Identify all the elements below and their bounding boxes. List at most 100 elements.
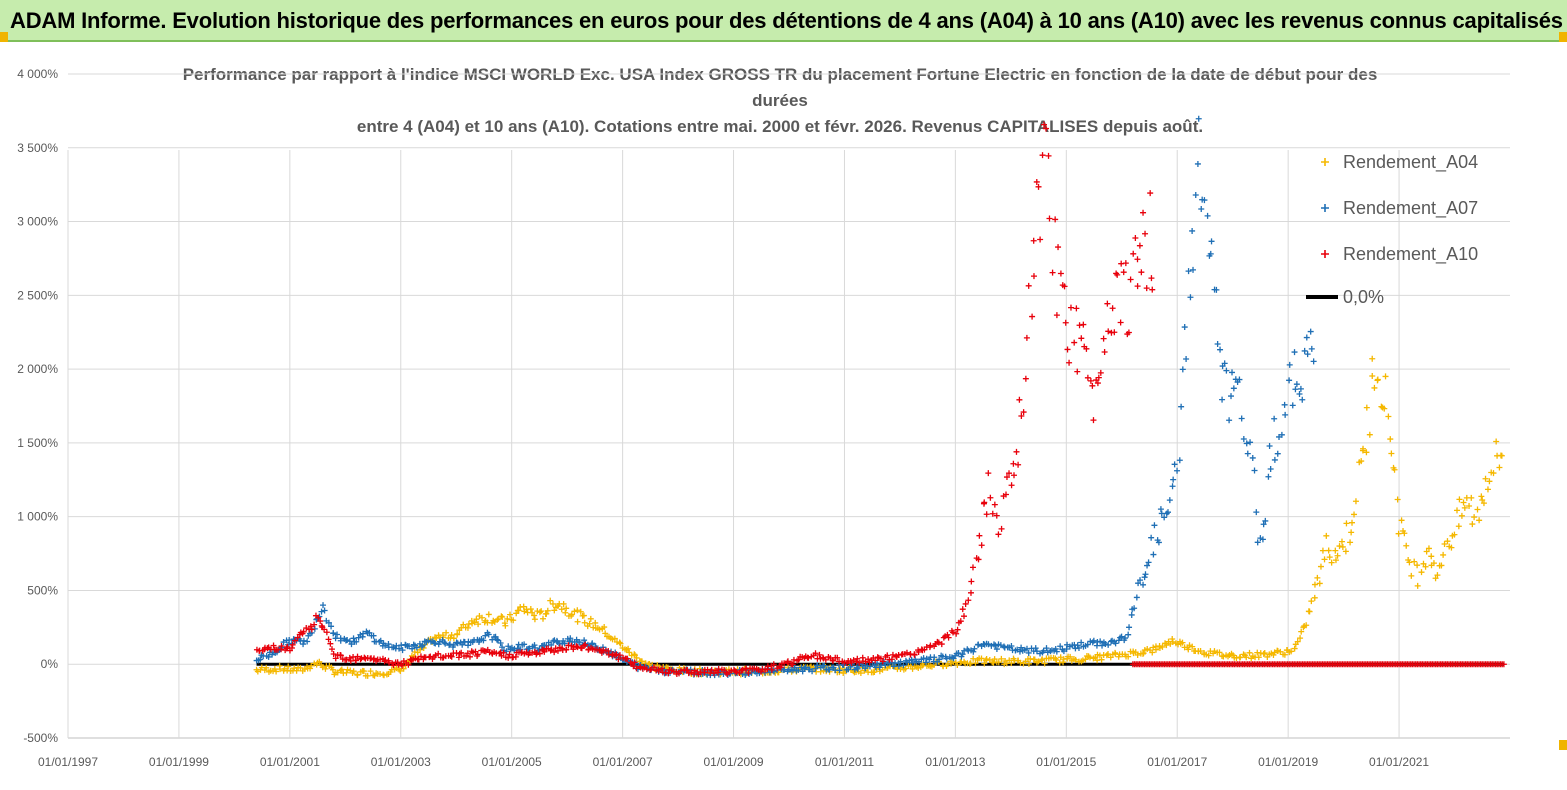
a04-point [1211,648,1218,655]
gridlines [67,73,1510,739]
a04-point [1455,523,1462,530]
y-tick-label: 2 500% [17,288,58,302]
a10-point [1039,152,1046,159]
a07-point [1281,401,1288,408]
a04-point [1430,560,1437,567]
a04-point [983,656,990,663]
a10-point [289,641,296,648]
a10-point [1025,282,1032,289]
a07-point [300,641,307,648]
a04-point [587,615,594,622]
a04-point [995,659,1002,666]
a10-point [976,532,983,539]
a10-point [945,634,952,641]
a07-point [265,653,272,660]
a10-point [1134,283,1141,290]
a04-point [316,658,323,665]
a07-point [1253,509,1260,516]
a07-point [890,663,897,670]
a04-point [1306,608,1313,615]
a04-point [549,600,556,607]
a07-point [1223,367,1230,374]
a10-point [382,657,389,664]
a10-point [655,668,662,675]
a07-point [485,631,492,638]
a07-point [1169,483,1176,490]
a04-point [364,672,371,679]
a10-point [1105,328,1112,335]
a04-point [1468,494,1475,501]
a10-point [1134,256,1141,263]
a07-point [517,646,524,653]
a04-point [1461,504,1468,511]
a04-point [1103,652,1110,659]
a07-point [425,637,432,644]
a04-point [322,665,329,672]
a07-point [300,637,307,644]
a04-point [1411,558,1418,565]
a07-point [1286,377,1293,384]
a04-point [1017,659,1024,666]
a04-point [1308,598,1315,605]
a07-point [1303,334,1310,341]
a10-point [307,623,314,630]
a07-point [997,642,1004,649]
a04-point [981,660,988,667]
a04-point [540,615,547,622]
report-banner: ADAM Informe. Evolution historique des p… [0,0,1567,42]
a10-point [1078,335,1085,342]
a07-point [1271,456,1278,463]
a10-point [830,657,837,664]
a07-point [505,643,512,650]
a07-point [1008,643,1015,650]
a07-point [1265,473,1272,480]
a04-point [1185,646,1192,653]
a04-point [1422,563,1429,570]
a10-point [547,647,554,654]
a10-point [978,542,985,549]
a10-point [789,661,796,668]
a07-point [1145,559,1152,566]
a10-point [1029,313,1036,320]
a07-point [742,671,749,678]
a04-point [1466,502,1473,509]
a10-point [903,649,910,656]
a07-point [499,644,506,651]
a04-point [498,613,505,620]
a04-point [1371,384,1378,391]
a07-point [1297,385,1304,392]
a07-point [1192,191,1199,198]
a07-point [1243,440,1250,447]
a10-point [1500,661,1507,668]
legend-marker [1321,158,1329,166]
a10-point [353,657,360,664]
a04-point [1366,431,1373,438]
a04-point [1369,355,1376,362]
a04-point [1159,643,1166,650]
a07-point [1293,381,1300,388]
a04-point [1163,642,1170,649]
a04-point [1401,530,1408,537]
a07-point [1266,443,1273,450]
a04-point [1484,486,1491,493]
a10-point [884,652,891,659]
a04-point [1440,551,1447,558]
a10-point [328,646,335,653]
a07-point [1259,536,1266,543]
a07-point [409,645,416,652]
a07-point [511,645,518,652]
a07-point [1204,212,1211,219]
y-tick-label: 3 500% [17,141,58,155]
series-a04 [253,355,1505,679]
a07-point [1115,637,1122,644]
a10-point [1104,300,1111,307]
a04-point [1406,559,1413,566]
a04-point [471,619,478,626]
a04-point [479,614,486,621]
a07-point [1094,638,1101,645]
a10-point [981,499,988,506]
a04-point [871,668,878,675]
a04-point [1381,405,1388,412]
a07-point [497,639,504,646]
a04-point [990,659,997,666]
